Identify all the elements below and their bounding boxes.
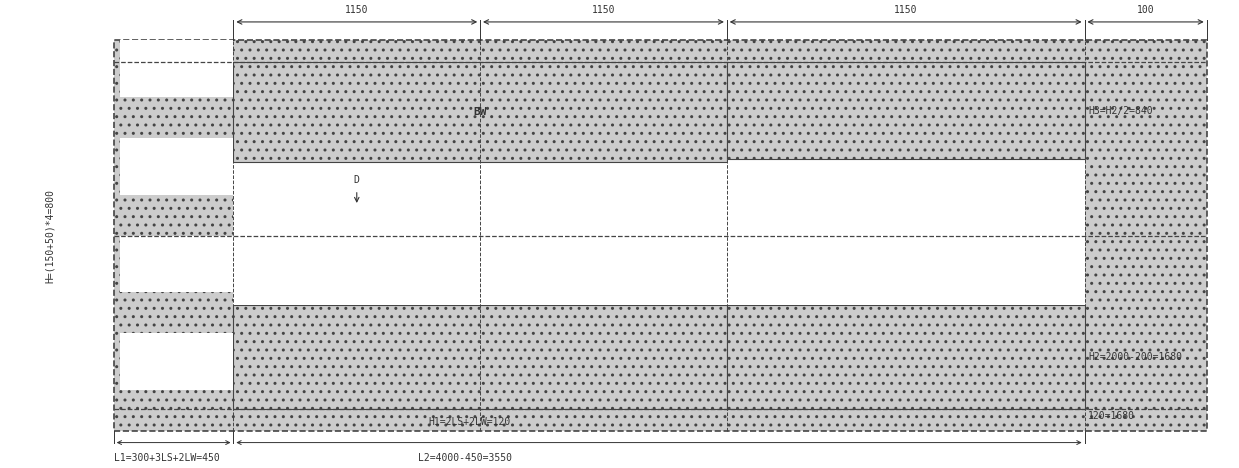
Bar: [233, 305, 727, 409]
Text: D: D: [354, 175, 359, 185]
Text: H3=H2/2=840: H3=H2/2=840: [1088, 106, 1152, 116]
Bar: [727, 305, 1084, 409]
Bar: [727, 248, 1084, 305]
Text: H1=2LS+2LW=120: H1=2LS+2LW=120: [429, 417, 510, 427]
Text: 120=1680: 120=1680: [1088, 411, 1135, 421]
Text: 1150: 1150: [344, 5, 368, 15]
Text: 1150: 1150: [592, 5, 616, 15]
Bar: [727, 62, 1084, 159]
Text: L2=4000-450=3550: L2=4000-450=3550: [419, 453, 513, 463]
Bar: [233, 224, 1084, 248]
Bar: [233, 248, 727, 305]
Bar: [233, 62, 727, 162]
Bar: [114, 40, 1207, 431]
Text: 1150: 1150: [893, 5, 917, 15]
Bar: [120, 236, 233, 292]
Text: L1=300+3LS+2LW=450: L1=300+3LS+2LW=450: [114, 453, 219, 463]
Text: 100: 100: [1136, 5, 1155, 15]
Text: H2=2000-200=1680: H2=2000-200=1680: [1088, 352, 1182, 362]
Text: BW: BW: [473, 107, 487, 117]
Text: H=(150+50)*4=800: H=(150+50)*4=800: [45, 189, 55, 283]
Bar: [120, 138, 233, 195]
Bar: [120, 333, 233, 390]
Bar: [727, 159, 1084, 224]
Bar: [233, 162, 727, 224]
Bar: [120, 40, 233, 97]
